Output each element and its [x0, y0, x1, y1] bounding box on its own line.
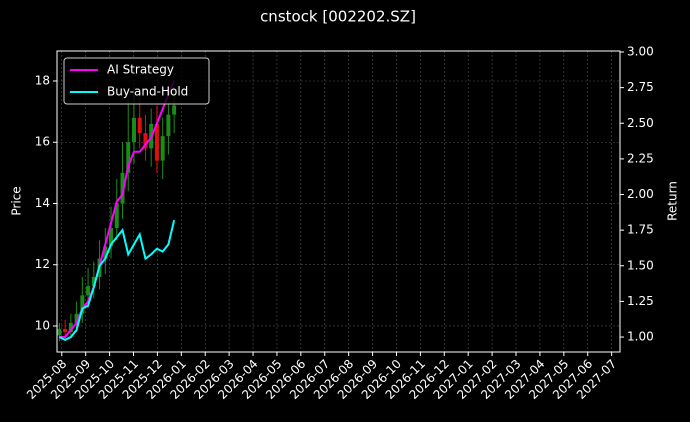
y-tick-label: 14 — [35, 196, 50, 210]
candle-body — [120, 172, 125, 204]
series-line — [58, 219, 176, 342]
candle-body — [91, 276, 96, 287]
candle-body — [68, 322, 73, 333]
candle-body — [114, 203, 119, 228]
candle-body — [80, 295, 85, 314]
candle-body — [86, 286, 91, 296]
candle-body — [166, 114, 171, 137]
y-tick-label: 18 — [35, 74, 50, 88]
candle-body — [109, 227, 114, 247]
candle-body — [172, 105, 177, 115]
candle-body — [143, 133, 148, 149]
y2-tick-label: 2.50 — [627, 116, 654, 130]
y2-tick-label: 3.00 — [627, 44, 654, 58]
y-tick-label: 12 — [35, 257, 50, 271]
y-tick-label: 16 — [35, 135, 50, 149]
legend-label: AI Strategy — [107, 63, 174, 77]
candle-body — [126, 142, 131, 173]
candle-body — [131, 117, 136, 143]
y2-axis-label: Return — [666, 181, 680, 221]
candle-body — [160, 136, 165, 161]
y-tick-label: 10 — [35, 318, 50, 332]
series-line — [59, 80, 176, 339]
candle-body — [57, 329, 62, 336]
y-axis-label: Price — [10, 186, 24, 215]
legend-label: Buy-and-Hold — [107, 85, 188, 99]
y2-tick-label: 2.00 — [627, 187, 654, 201]
candle-body — [63, 329, 68, 333]
candle-body — [154, 123, 159, 161]
chart-title: cnstock [002202.SZ] — [260, 8, 416, 26]
candle-body — [74, 313, 79, 323]
y2-tick-label: 1.25 — [627, 294, 654, 308]
plot-area — [57, 80, 177, 342]
candle-body — [137, 117, 142, 134]
y2-tick-label: 2.25 — [627, 151, 654, 165]
candle-body — [103, 246, 108, 259]
y2-tick-label: 1.75 — [627, 223, 654, 237]
legend-box — [63, 57, 210, 105]
y2-tick-label: 2.75 — [627, 80, 654, 94]
y2-tick-label: 1.00 — [627, 330, 654, 344]
plot-frame — [56, 50, 621, 353]
y2-tick-label: 1.50 — [627, 258, 654, 272]
